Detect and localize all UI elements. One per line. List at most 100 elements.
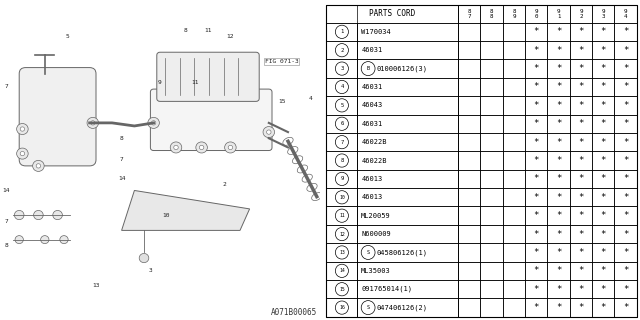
Bar bbox=[357, 299, 458, 317]
Bar bbox=[502, 5, 525, 23]
Bar bbox=[525, 115, 547, 133]
Bar bbox=[614, 170, 637, 188]
Bar bbox=[502, 188, 525, 206]
Text: 13: 13 bbox=[339, 250, 345, 255]
Text: ML35003: ML35003 bbox=[361, 268, 391, 274]
Text: 2: 2 bbox=[340, 48, 344, 53]
Text: *: * bbox=[579, 46, 584, 55]
Bar bbox=[326, 96, 357, 115]
Text: 8: 8 bbox=[340, 158, 344, 163]
Bar bbox=[525, 170, 547, 188]
FancyBboxPatch shape bbox=[157, 52, 259, 101]
Bar bbox=[614, 133, 637, 151]
Bar bbox=[614, 188, 637, 206]
Bar bbox=[570, 243, 592, 262]
Polygon shape bbox=[122, 190, 250, 230]
Text: *: * bbox=[623, 285, 628, 294]
Text: *: * bbox=[579, 193, 584, 202]
Text: *: * bbox=[600, 101, 606, 110]
Circle shape bbox=[20, 151, 25, 156]
Bar bbox=[326, 262, 357, 280]
Bar bbox=[502, 225, 525, 243]
Text: 13: 13 bbox=[92, 283, 100, 288]
Text: 7: 7 bbox=[4, 84, 8, 89]
Bar bbox=[326, 133, 357, 151]
Bar bbox=[326, 225, 357, 243]
Bar bbox=[357, 262, 458, 280]
Text: *: * bbox=[600, 266, 606, 275]
Text: *: * bbox=[534, 303, 539, 312]
Bar bbox=[458, 151, 481, 170]
Bar bbox=[326, 60, 357, 78]
Text: 5: 5 bbox=[340, 103, 344, 108]
Text: *: * bbox=[534, 119, 539, 128]
Bar bbox=[592, 23, 614, 41]
Bar bbox=[547, 41, 570, 60]
Bar bbox=[357, 206, 458, 225]
Bar bbox=[326, 206, 357, 225]
Text: 9
0: 9 0 bbox=[534, 9, 538, 19]
Text: 15: 15 bbox=[278, 99, 285, 104]
Text: *: * bbox=[556, 211, 561, 220]
Bar bbox=[458, 133, 481, 151]
Bar bbox=[592, 60, 614, 78]
Bar bbox=[458, 206, 481, 225]
Bar bbox=[614, 262, 637, 280]
Bar bbox=[547, 299, 570, 317]
Text: *: * bbox=[556, 266, 561, 275]
Text: *: * bbox=[556, 248, 561, 257]
Bar bbox=[525, 5, 547, 23]
Bar bbox=[592, 206, 614, 225]
Circle shape bbox=[335, 209, 348, 222]
Text: *: * bbox=[623, 266, 628, 275]
Bar bbox=[614, 23, 637, 41]
Bar bbox=[326, 23, 357, 41]
Bar bbox=[481, 115, 502, 133]
Bar bbox=[547, 23, 570, 41]
Bar bbox=[570, 225, 592, 243]
Bar bbox=[502, 299, 525, 317]
Circle shape bbox=[174, 145, 178, 150]
Bar bbox=[458, 262, 481, 280]
Bar bbox=[614, 115, 637, 133]
Circle shape bbox=[335, 135, 348, 149]
Bar bbox=[357, 188, 458, 206]
Text: *: * bbox=[534, 27, 539, 36]
Text: *: * bbox=[600, 46, 606, 55]
Bar bbox=[357, 225, 458, 243]
Circle shape bbox=[335, 80, 348, 93]
Text: 8
8: 8 8 bbox=[490, 9, 493, 19]
Circle shape bbox=[228, 145, 233, 150]
Bar bbox=[481, 78, 502, 96]
Text: S: S bbox=[367, 305, 370, 310]
Text: 11: 11 bbox=[204, 28, 212, 33]
FancyBboxPatch shape bbox=[19, 68, 96, 166]
Circle shape bbox=[335, 99, 348, 112]
Text: 12: 12 bbox=[227, 34, 234, 39]
Circle shape bbox=[361, 62, 375, 76]
Bar bbox=[502, 96, 525, 115]
Text: 46031: 46031 bbox=[361, 121, 383, 127]
Text: ML20059: ML20059 bbox=[361, 213, 391, 219]
Text: 10: 10 bbox=[339, 195, 345, 200]
Bar bbox=[458, 170, 481, 188]
Circle shape bbox=[267, 130, 271, 134]
Circle shape bbox=[361, 245, 375, 260]
Text: *: * bbox=[600, 303, 606, 312]
Text: *: * bbox=[623, 174, 628, 183]
Bar bbox=[502, 151, 525, 170]
Text: 10: 10 bbox=[163, 212, 170, 218]
Text: *: * bbox=[556, 27, 561, 36]
Text: *: * bbox=[534, 211, 539, 220]
Circle shape bbox=[335, 191, 348, 204]
Text: 045806126(1): 045806126(1) bbox=[376, 249, 428, 256]
Bar bbox=[592, 299, 614, 317]
Text: 7: 7 bbox=[120, 157, 124, 162]
Text: 6: 6 bbox=[340, 121, 344, 126]
Text: 46022B: 46022B bbox=[361, 139, 387, 145]
Bar bbox=[502, 280, 525, 299]
Bar bbox=[481, 280, 502, 299]
Text: W170034: W170034 bbox=[361, 29, 391, 35]
Text: *: * bbox=[579, 229, 584, 239]
Text: *: * bbox=[534, 266, 539, 275]
